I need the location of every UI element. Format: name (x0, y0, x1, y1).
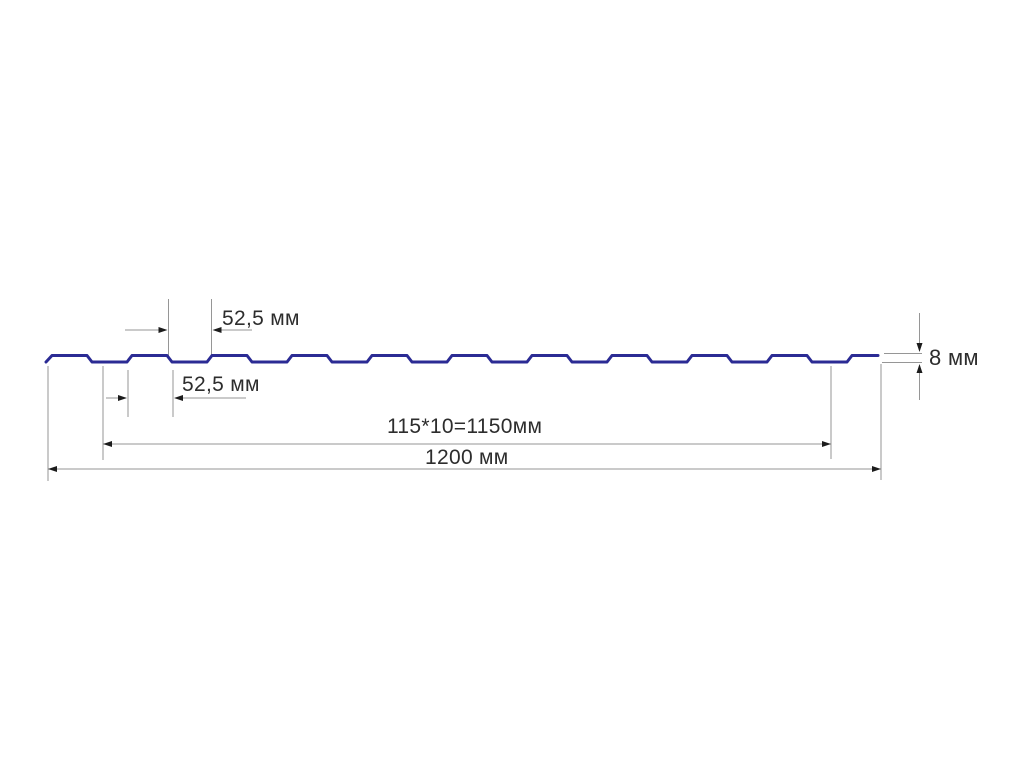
dimension-label-pitch-total: 115*10=1150мм (387, 415, 543, 438)
arrowhead-down-icon (916, 343, 923, 352)
dimension-label-height: 8 мм (929, 345, 979, 370)
arrowhead-right-icon (118, 395, 127, 401)
dimension-label-rib-width: 52,5 мм (182, 373, 260, 396)
sheet-profile-line (44, 354, 880, 364)
dim-rib-width (106, 370, 246, 417)
arrowhead-right-icon (158, 327, 168, 333)
arrowhead-left-icon (103, 441, 112, 447)
arrowhead-right-icon (872, 466, 881, 472)
arrowhead-left-icon (174, 395, 183, 401)
arrowhead-left-icon (212, 327, 222, 333)
dim-pitch-total (102, 366, 832, 460)
arrowhead-right-icon (822, 441, 831, 447)
dim-top-gap (125, 299, 252, 356)
dim-overall-width (47, 364, 882, 481)
dimension-label-top-gap: 52,5 мм (222, 307, 300, 330)
arrowhead-left-icon (48, 466, 57, 472)
arrowhead-up-icon (916, 364, 923, 373)
dim-profile-height (882, 313, 923, 400)
dimension-label-overall-width: 1200 мм (425, 446, 509, 469)
